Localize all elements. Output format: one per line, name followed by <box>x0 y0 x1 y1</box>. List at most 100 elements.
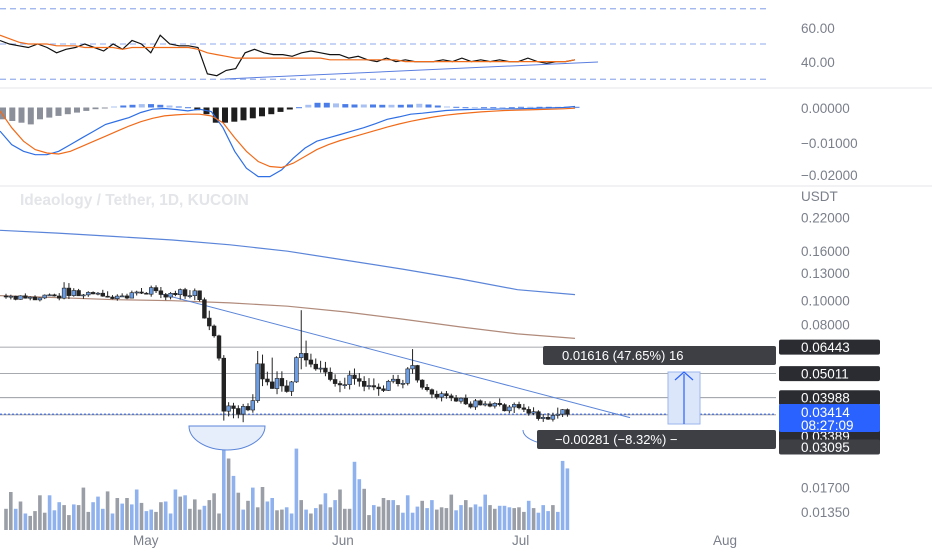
volume-bar <box>318 504 323 530</box>
candle-body <box>255 363 260 401</box>
volume-bar <box>72 504 76 530</box>
volume-bar <box>449 494 454 530</box>
candle-body <box>90 292 96 295</box>
candle-body <box>207 317 212 327</box>
moving-averages <box>0 229 576 339</box>
moving-average-line <box>0 295 576 339</box>
price-tag-text: 0.03095 <box>801 440 850 455</box>
macd-histogram-bar <box>249 107 256 119</box>
candle-body <box>76 290 81 297</box>
volume-bar <box>517 507 521 530</box>
volume-bar <box>207 500 212 530</box>
candle-body <box>182 289 188 297</box>
candle-body <box>236 408 241 415</box>
candle-body <box>216 335 222 359</box>
volume-bar <box>473 504 478 530</box>
candle-body <box>540 416 546 419</box>
measure-long-label[interactable]: 0.01616 (47.65%) 16 <box>543 346 776 365</box>
candle-body <box>13 295 18 300</box>
macd-histogram-bar <box>101 107 108 109</box>
volume-bar <box>105 491 110 530</box>
volume-bar <box>81 487 86 530</box>
candle-body <box>352 374 357 379</box>
rsi-pane: 60.00 40.00 <box>0 8 835 80</box>
volume-bar <box>91 502 95 530</box>
macd-histogram-bar <box>46 107 53 118</box>
macd-histogram-bar <box>462 107 469 109</box>
candle-body <box>439 393 444 398</box>
candle-body <box>405 368 410 384</box>
macd-histogram-bar <box>111 106 117 108</box>
rsi-lines <box>0 34 576 77</box>
volume-bar <box>241 509 245 530</box>
candle-body <box>410 365 415 370</box>
candles <box>3 282 570 423</box>
volume-bar <box>333 500 337 530</box>
volume-bar <box>314 508 318 530</box>
long-measure-tool[interactable] <box>667 371 701 425</box>
candle-body <box>482 403 488 406</box>
volume-bar <box>260 487 265 530</box>
volume-bar <box>289 513 294 530</box>
volume-bar <box>497 505 502 530</box>
volume-bar <box>217 513 221 530</box>
candle-body <box>395 378 401 385</box>
candle-body <box>279 378 285 387</box>
volume-bar <box>270 498 274 530</box>
measure-short-text: −0.00281 (−8.32%) − <box>555 432 678 447</box>
macd-histogram-bar <box>425 104 432 108</box>
macd-histogram-bar <box>323 102 330 108</box>
rsi-trendline[interactable] <box>224 61 599 80</box>
measure-short-label[interactable]: −0.00281 (−8.32%) − <box>537 430 776 449</box>
volume-bar <box>275 510 279 530</box>
volume-bar <box>367 515 371 530</box>
candle-body <box>449 395 454 399</box>
price-tag-bg <box>779 439 880 455</box>
volume-bar <box>381 498 386 530</box>
volume-bar <box>212 493 216 530</box>
volume-bar <box>163 501 168 530</box>
macd-histogram-bar <box>37 107 43 120</box>
macd-histogram-bar <box>129 104 136 108</box>
candle-body <box>47 294 52 297</box>
macd-histogram-bar <box>370 104 376 108</box>
macd-histogram-bar <box>314 102 321 108</box>
volume-bar <box>23 513 28 530</box>
candle-body <box>100 292 106 297</box>
candle-body <box>61 287 67 299</box>
volume-bar <box>323 493 328 530</box>
volume-bar <box>86 511 91 530</box>
candle-body <box>511 404 517 408</box>
volume-bar <box>507 507 512 530</box>
volume-bar <box>236 492 241 530</box>
candle-body <box>221 357 226 412</box>
macd-histogram-bar <box>259 107 265 117</box>
price-axis-unit: USDT <box>801 189 838 204</box>
volume-bar <box>391 500 395 530</box>
volume-bar <box>439 507 444 530</box>
volume-bar <box>173 489 178 530</box>
macd-histogram-bar <box>92 107 99 110</box>
volume-bar <box>280 509 284 530</box>
candle-body <box>313 363 318 370</box>
macd-histogram-bar <box>416 103 423 108</box>
rounding-bottom-arc[interactable] <box>188 425 266 451</box>
macd-tick: 0.00000 <box>801 101 850 116</box>
volume-bar <box>401 512 405 530</box>
candle-body <box>187 295 193 298</box>
macd-histogram-bar <box>573 106 580 108</box>
candle-body <box>226 405 231 412</box>
price-trendline[interactable] <box>159 293 631 419</box>
price-tag-text: 0.05011 <box>801 367 849 382</box>
price-pane: Ideaology / Tether, 1D, KUCOIN USDT 0.22… <box>0 189 880 530</box>
candle-body <box>565 409 570 415</box>
macd-histogram-bar <box>536 106 543 108</box>
volume-bar <box>328 507 333 530</box>
volume-bar <box>362 488 366 530</box>
price-ticks: 0.22000 0.16000 0.13000 0.10000 0.08000 0.017… <box>801 211 850 520</box>
candle-body <box>366 385 372 387</box>
candle-body <box>158 290 164 295</box>
macd-series-line <box>0 107 576 169</box>
candle-body <box>361 380 367 387</box>
